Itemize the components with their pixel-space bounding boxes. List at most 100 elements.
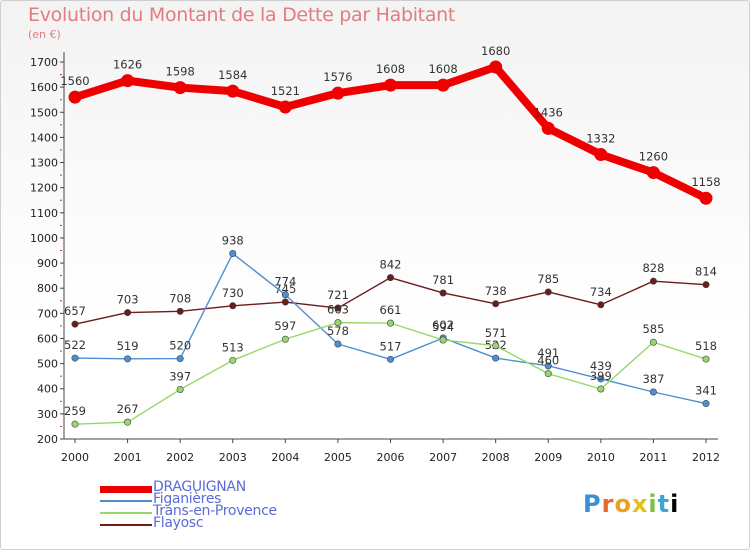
data-point-trans-en-provence [229, 356, 237, 364]
data-label-figani-res: 387 [642, 372, 664, 386]
chart-title: Evolution du Montant de la Dette par Hab… [28, 4, 456, 26]
data-label-draguignan: 1584 [218, 68, 247, 82]
x-tick-label: 2010 [587, 451, 615, 464]
data-label-figani-res: 938 [222, 234, 244, 248]
data-point-trans-en-provence [71, 420, 79, 428]
x-tick-label: 2009 [534, 451, 562, 464]
data-label-figani-res: 519 [117, 339, 139, 353]
data-label-draguignan: 1560 [60, 74, 89, 88]
data-label-trans-en-provence: 513 [222, 340, 244, 354]
data-label-trans-en-provence: 399 [590, 369, 612, 383]
data-point-figani-res [229, 250, 237, 258]
x-tick-label: 2011 [639, 451, 667, 464]
data-point-flayosc [649, 277, 657, 285]
data-point-flayosc [124, 309, 132, 317]
data-label-trans-en-provence: 571 [485, 326, 507, 340]
data-label-draguignan: 1608 [376, 62, 405, 76]
legend-label-figanieres: Figanières [153, 491, 222, 507]
y-tick-label: 1300 [30, 157, 58, 170]
y-tick-label: 800 [37, 282, 58, 295]
data-label-figani-res: 774 [274, 275, 296, 289]
data-point-figani-res [702, 400, 710, 408]
data-label-flayosc: 738 [485, 284, 507, 298]
data-point-flayosc [334, 304, 342, 312]
data-point-flayosc [176, 307, 184, 315]
data-label-draguignan: 1260 [639, 150, 668, 164]
data-label-flayosc: 814 [695, 265, 717, 279]
data-label-flayosc: 842 [380, 258, 402, 272]
data-label-flayosc: 734 [590, 285, 612, 299]
x-tick-label: 2012 [692, 451, 720, 464]
data-point-trans-en-provence [124, 418, 132, 426]
data-label-trans-en-provence: 594 [432, 320, 454, 334]
data-label-figani-res: 491 [537, 346, 559, 360]
data-point-flayosc [439, 289, 447, 297]
data-point-flayosc [229, 302, 237, 310]
data-point-draguignan [226, 84, 240, 98]
data-label-trans-en-provence: 585 [642, 322, 664, 336]
data-point-figani-res [544, 362, 552, 370]
data-label-flayosc: 721 [327, 288, 349, 302]
data-point-trans-en-provence [702, 355, 710, 363]
data-label-draguignan: 1598 [166, 65, 195, 79]
data-point-figani-res [281, 291, 289, 299]
data-point-flayosc [702, 281, 710, 289]
data-label-figani-res: 602 [432, 318, 454, 332]
data-label-draguignan: 1576 [323, 70, 352, 84]
data-point-draguignan [278, 100, 292, 114]
data-label-trans-en-provence: 397 [169, 369, 191, 383]
data-point-draguignan [331, 86, 345, 100]
data-label-trans-en-provence: 267 [117, 402, 139, 416]
data-point-trans-en-provence [176, 385, 184, 393]
data-label-draguignan: 1332 [586, 131, 615, 145]
y-tick-label: 400 [37, 383, 58, 396]
y-tick-label: 1700 [30, 56, 58, 69]
data-label-flayosc: 730 [222, 286, 244, 300]
data-point-trans-en-provence [334, 319, 342, 327]
data-label-trans-en-provence: 460 [537, 354, 559, 368]
data-label-figani-res: 517 [380, 339, 402, 353]
x-tick-label: 2005 [324, 451, 352, 464]
data-point-figani-res [492, 354, 500, 362]
y-tick-label: 600 [37, 332, 58, 345]
y-tick-label: 500 [37, 358, 58, 371]
data-label-trans-en-provence: 259 [64, 404, 86, 418]
data-point-draguignan [436, 78, 450, 92]
x-tick-label: 2000 [61, 451, 89, 464]
data-point-draguignan [68, 90, 82, 104]
data-point-draguignan [173, 81, 187, 95]
data-point-draguignan [121, 74, 135, 88]
data-point-figani-res [386, 355, 394, 363]
data-point-flayosc [281, 298, 289, 306]
data-point-trans-en-provence [386, 319, 394, 327]
y-tick-label: 1500 [30, 106, 58, 119]
data-point-figani-res [176, 355, 184, 363]
data-point-flayosc [386, 274, 394, 282]
data-point-flayosc [597, 301, 605, 309]
data-label-figani-res: 439 [590, 359, 612, 373]
data-point-figani-res [649, 388, 657, 396]
data-label-trans-en-provence: 518 [695, 339, 717, 353]
data-label-figani-res: 341 [695, 384, 717, 398]
data-label-flayosc: 745 [274, 282, 296, 296]
y-tick-label: 200 [37, 433, 58, 446]
data-point-flayosc [71, 320, 79, 328]
y-tick-label: 1000 [30, 232, 58, 245]
x-tick-label: 2003 [219, 451, 247, 464]
y-tick-label: 700 [37, 307, 58, 320]
legend-swatch-draguignan [100, 486, 152, 493]
data-label-draguignan: 1680 [481, 44, 510, 58]
y-tick-label: 1100 [30, 207, 58, 220]
legend-swatch-flayosc [100, 524, 152, 526]
data-label-draguignan: 1608 [428, 62, 457, 76]
data-point-draguignan [646, 166, 660, 180]
data-label-flayosc: 657 [64, 304, 86, 318]
data-point-draguignan [489, 60, 503, 74]
data-label-flayosc: 828 [642, 261, 664, 275]
data-label-figani-res: 520 [169, 339, 191, 353]
data-point-trans-en-provence [439, 336, 447, 344]
x-tick-label: 2002 [166, 451, 194, 464]
data-point-trans-en-provence [597, 385, 605, 393]
